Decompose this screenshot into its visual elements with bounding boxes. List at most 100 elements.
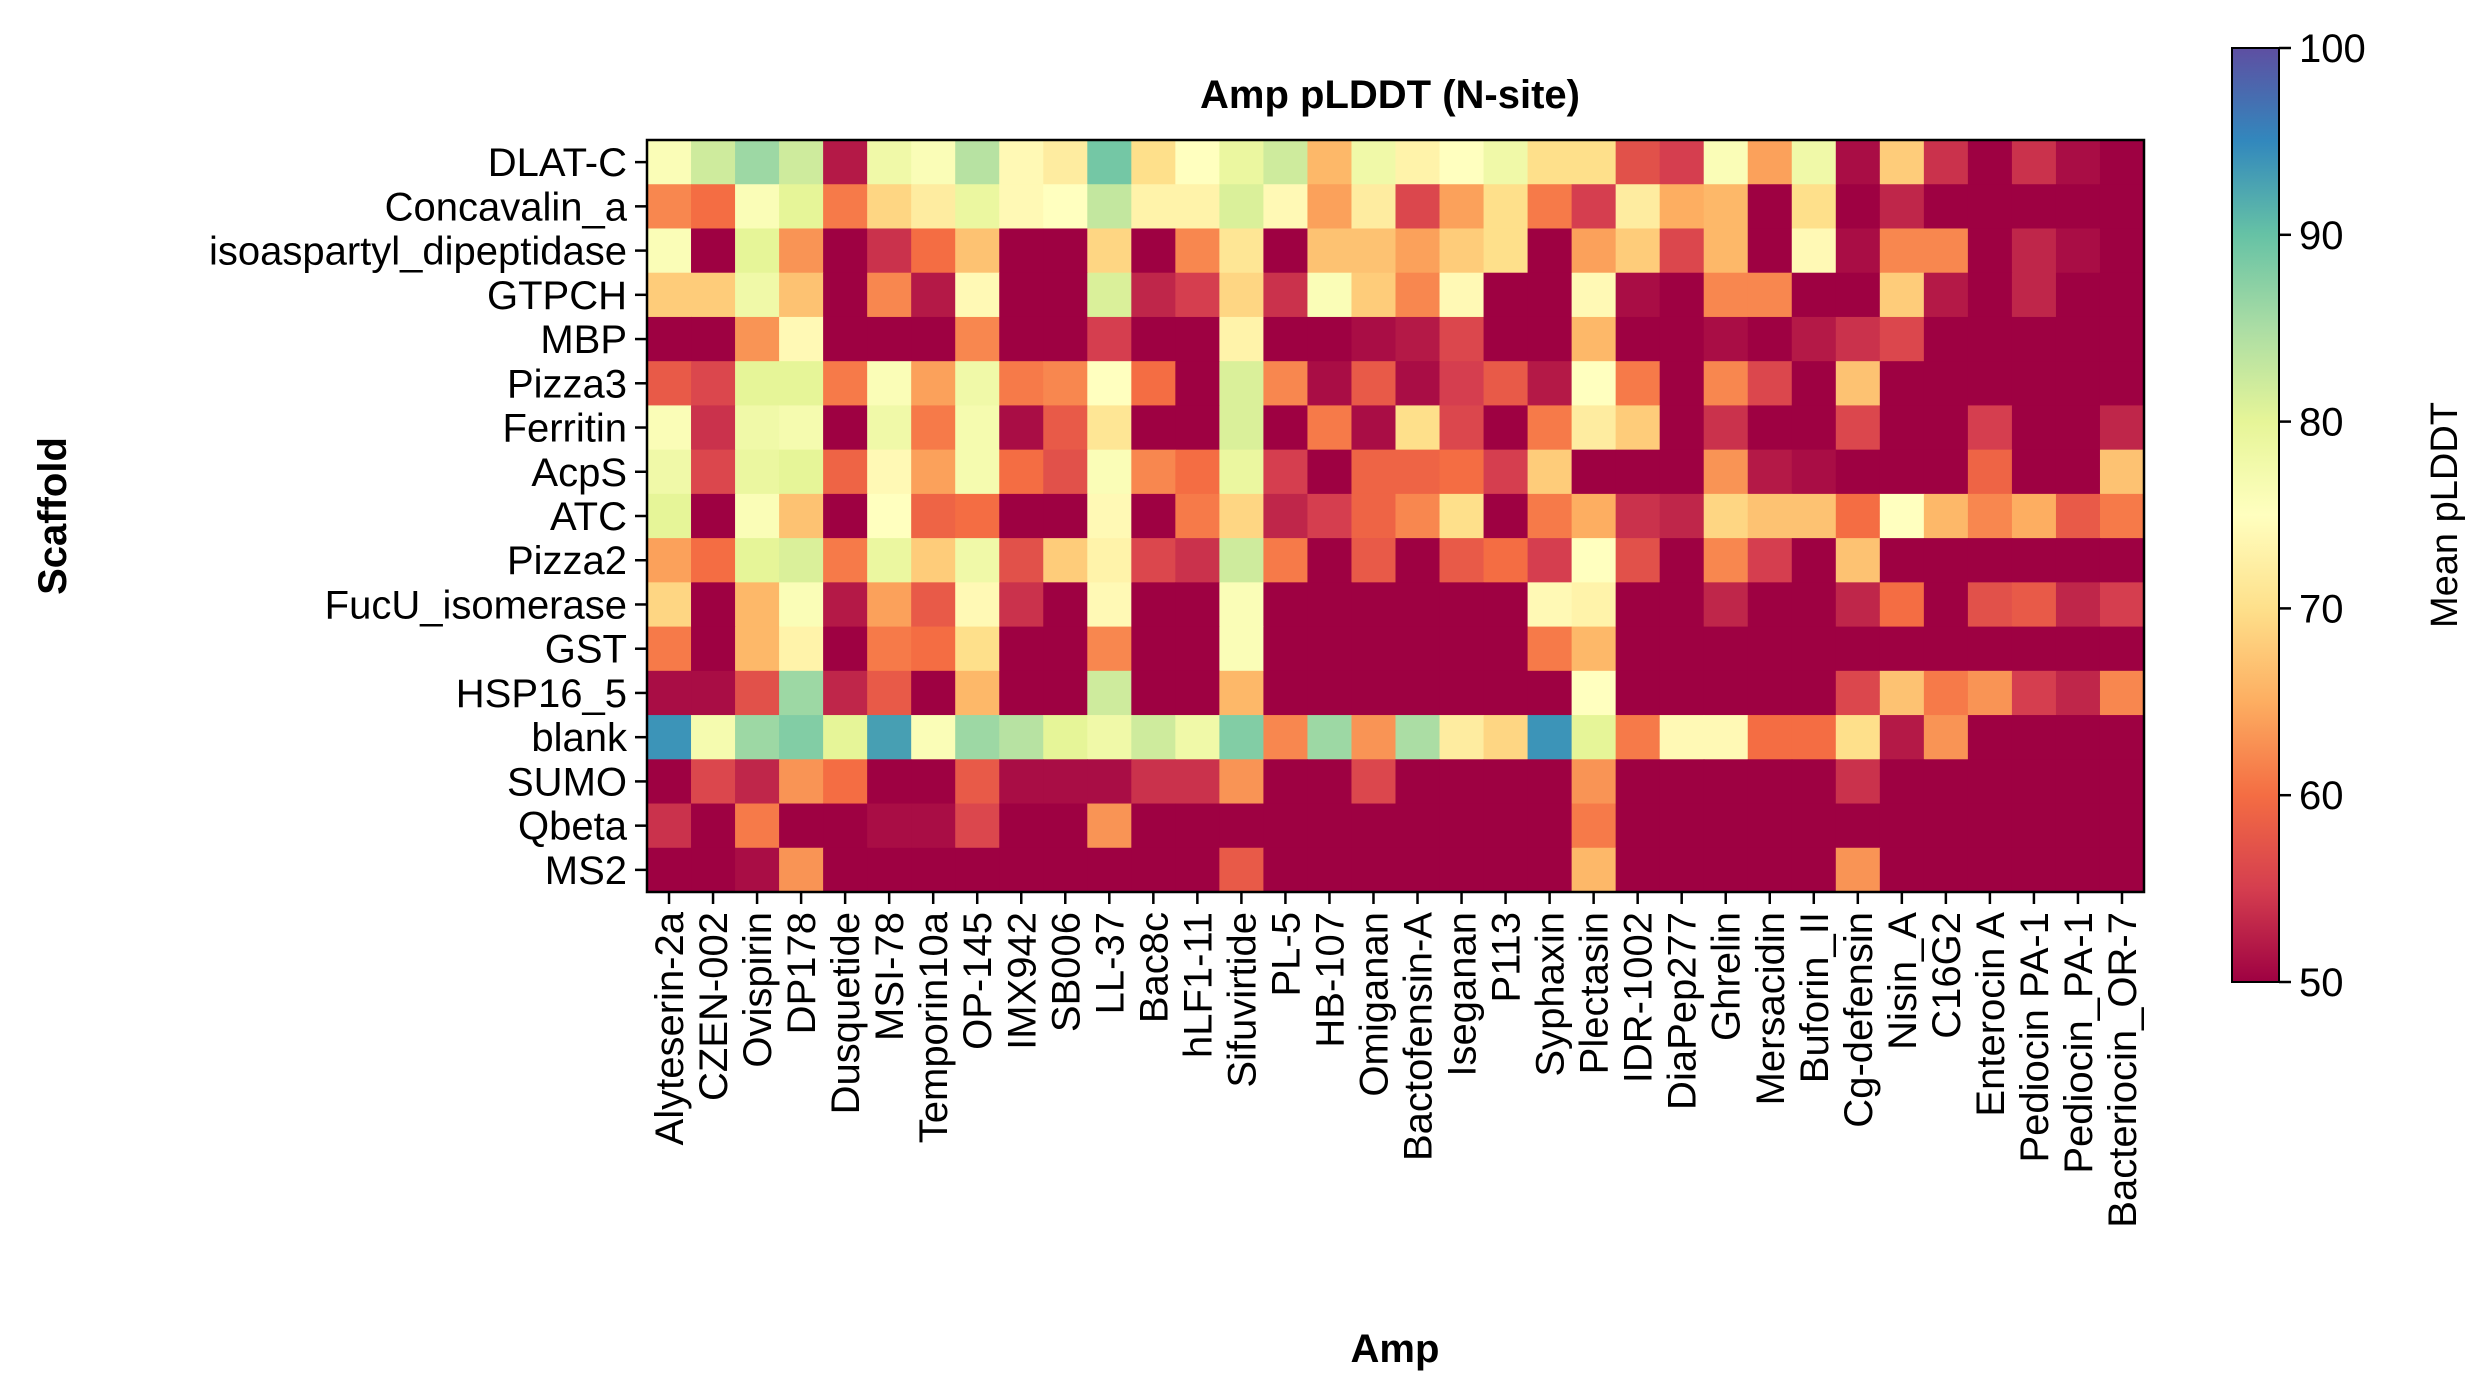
heatmap-cell	[1879, 582, 1925, 628]
heatmap-cell	[999, 670, 1044, 716]
heatmap-cell	[1835, 847, 1881, 893]
heatmap-cell	[1879, 316, 1925, 362]
heatmap-cell	[1087, 803, 1132, 849]
heatmap-cell	[823, 361, 868, 407]
column-label: OP-145	[956, 912, 1000, 1050]
heatmap-cell	[867, 715, 912, 760]
heatmap-cell	[691, 316, 736, 362]
heatmap-cell	[1791, 582, 1837, 628]
heatmap-cell	[1703, 803, 1749, 849]
heatmap-cell	[1219, 582, 1265, 628]
heatmap-cell	[779, 803, 824, 849]
heatmap-cell	[955, 759, 1000, 805]
heatmap-cell	[1835, 228, 1881, 274]
heatmap-cell	[823, 582, 868, 628]
row-label: MS2	[545, 849, 627, 893]
heatmap-cell	[1483, 405, 1529, 451]
heatmap-cell	[1175, 582, 1220, 628]
heatmap-cell	[1879, 626, 1925, 672]
heatmap-cell	[1263, 405, 1309, 451]
heatmap-cell	[1395, 759, 1441, 805]
heatmap-cell	[1923, 361, 1969, 407]
heatmap-cell	[1659, 626, 1705, 672]
heatmap-cell	[1615, 847, 1661, 893]
heatmap-cell	[1747, 316, 1793, 362]
heatmap-cell	[1747, 228, 1793, 274]
heatmap-cell	[1615, 493, 1661, 539]
heatmap-cell	[1395, 803, 1441, 849]
heatmap-cell	[691, 759, 736, 805]
heatmap-cell	[1527, 140, 1573, 185]
heatmap-cell	[2011, 759, 2057, 805]
heatmap-cell	[1527, 316, 1573, 362]
heatmap-cell	[2099, 361, 2145, 407]
heatmap-cell	[1615, 626, 1661, 672]
heatmap-cell	[1967, 715, 2013, 760]
heatmap-cell	[1219, 715, 1265, 760]
heatmap-cell	[1879, 847, 1925, 893]
heatmap-cell	[1263, 582, 1309, 628]
heatmap-cell	[2011, 803, 2057, 849]
heatmap-cell	[2099, 272, 2145, 318]
heatmap-cell	[1527, 449, 1573, 495]
heatmap-cell	[1263, 228, 1309, 274]
heatmap-cell	[1219, 538, 1265, 583]
heatmap-cell	[2011, 361, 2057, 407]
heatmap-cell	[691, 847, 736, 893]
heatmap-cell	[1439, 670, 1485, 716]
heatmap-cell	[2099, 715, 2145, 760]
heatmap-cell	[1923, 759, 1969, 805]
heatmap-cell	[1439, 715, 1485, 760]
heatmap-cell	[1615, 449, 1661, 495]
column-label: Syphaxin	[1529, 912, 1573, 1077]
heatmap-cell	[1747, 361, 1793, 407]
heatmap-cell	[1879, 449, 1925, 495]
heatmap-cell	[1835, 140, 1881, 185]
heatmap-cell	[1659, 670, 1705, 716]
heatmap-cell	[1571, 361, 1617, 407]
heatmap-cell	[1439, 272, 1485, 318]
heatmap-cell	[735, 803, 780, 849]
heatmap-cell	[1835, 715, 1881, 760]
heatmap-cell	[1483, 759, 1529, 805]
heatmap-cell	[1747, 538, 1793, 583]
heatmap-cell	[1351, 140, 1397, 185]
heatmap-cell	[2099, 405, 2145, 451]
heatmap-cell	[1967, 847, 2013, 893]
heatmap-cell	[2011, 582, 2057, 628]
heatmap-cell	[1527, 361, 1573, 407]
heatmap-cell	[1263, 316, 1309, 362]
heatmap-cell	[1967, 316, 2013, 362]
column-labels: Alyteserin-2a CZEN-002 Ovispirin DP178 Dusqu…	[648, 892, 2145, 1228]
heatmap-cell	[1483, 272, 1529, 318]
heatmap-cell	[1043, 449, 1088, 495]
heatmap-cell	[1879, 140, 1925, 185]
colorbar-tick-label: 60	[2299, 774, 2344, 818]
heatmap-cell	[735, 847, 780, 893]
heatmap-cell	[1791, 759, 1837, 805]
heatmap-cell	[1175, 715, 1220, 760]
heatmap-cell	[1263, 538, 1309, 583]
heatmap-cell	[955, 140, 1000, 185]
heatmap-cell	[955, 803, 1000, 849]
heatmap-cell	[1439, 449, 1485, 495]
heatmap-cell	[1043, 847, 1088, 893]
heatmap-cell	[2099, 140, 2145, 185]
heatmap-cell	[1571, 538, 1617, 583]
heatmap-cell	[647, 449, 692, 495]
heatmap-cell	[1351, 272, 1397, 318]
heatmap-cell	[1659, 803, 1705, 849]
heatmap-cell	[2055, 670, 2101, 716]
heatmap-cell	[1967, 449, 2013, 495]
heatmap-cell	[1351, 184, 1397, 230]
heatmap-cell	[2055, 140, 2101, 185]
heatmap-cell	[779, 449, 824, 495]
heatmap-cell	[735, 316, 780, 362]
heatmap-cell	[2055, 184, 2101, 230]
heatmap-cell	[1967, 803, 2013, 849]
heatmap-cell	[1615, 272, 1661, 318]
heatmap-cell	[823, 272, 868, 318]
heatmap-cell	[1967, 759, 2013, 805]
heatmap-cell	[691, 582, 736, 628]
heatmap-cell	[647, 670, 692, 716]
